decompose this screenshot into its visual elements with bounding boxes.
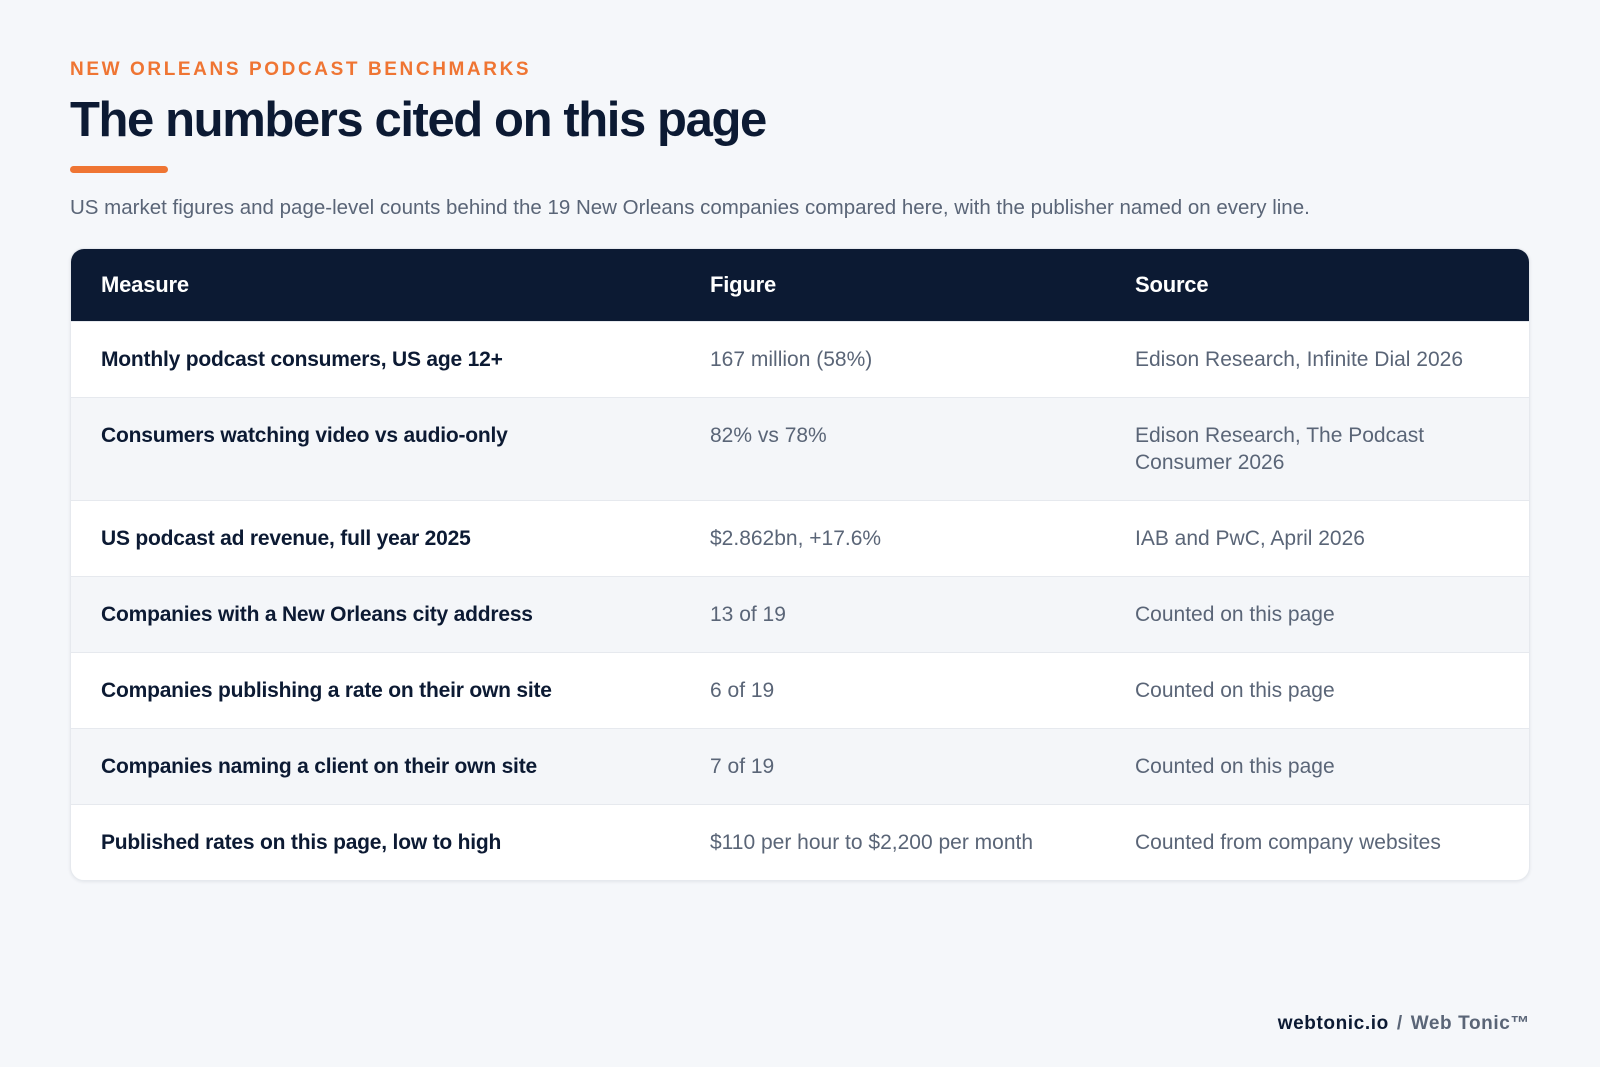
table-row: Companies naming a client on their own s…	[71, 728, 1529, 804]
source-cell: Counted from company websites	[1135, 830, 1441, 854]
figure-cell: 13 of 19	[710, 602, 786, 626]
footer-brand: Web Tonic™	[1410, 1013, 1530, 1034]
benchmarks-table-card: Measure Figure Source Monthly podcast co…	[70, 248, 1530, 881]
measure-cell: Companies publishing a rate on their own…	[101, 678, 552, 702]
figure-cell: 82% vs 78%	[710, 423, 827, 447]
measure-cell: Companies naming a client on their own s…	[101, 754, 537, 778]
column-header-figure: Figure	[710, 271, 777, 297]
source-cell: Counted on this page	[1135, 678, 1335, 702]
footer-credit: webtonic.io / Web Tonic™	[1278, 1013, 1530, 1035]
source-cell: Edison Research, Infinite Dial 2026	[1135, 347, 1464, 371]
source-cell: Counted on this page	[1135, 602, 1335, 626]
measure-cell: Published rates on this page, low to hig…	[101, 830, 502, 854]
footer-domain-link[interactable]: webtonic.io	[1277, 1013, 1389, 1034]
table-row: Published rates on this page, low to hig…	[71, 804, 1529, 880]
figure-cell: $2.862bn, +17.6%	[710, 526, 882, 550]
figure-cell: 7 of 19	[710, 754, 775, 778]
table-header: Measure Figure Source	[71, 249, 1529, 321]
table-row: Companies publishing a rate on their own…	[71, 652, 1529, 728]
table-row: Companies with a New Orleans city addres…	[71, 576, 1529, 652]
table-body: Monthly podcast consumers, US age 12+ 16…	[71, 321, 1529, 880]
measure-cell: Monthly podcast consumers, US age 12+	[101, 347, 503, 371]
page-title: The numbers cited on this page	[70, 93, 767, 147]
page-subtitle: US market figures and page-level counts …	[70, 196, 1310, 219]
measure-cell: Companies with a New Orleans city addres…	[101, 602, 533, 626]
table-header-row: Measure Figure Source	[71, 249, 1529, 321]
measure-cell: US podcast ad revenue, full year 2025	[101, 526, 471, 550]
source-cell: IAB and PwC, April 2026	[1135, 526, 1365, 550]
title-accent-bar	[70, 166, 168, 173]
table-row: US podcast ad revenue, full year 2025 $2…	[71, 500, 1529, 576]
column-header-source: Source	[1135, 271, 1209, 297]
benchmarks-table: Measure Figure Source Monthly podcast co…	[71, 249, 1529, 880]
source-cell: Edison Research, The Podcast Consumer 20…	[1135, 423, 1425, 474]
eyebrow-label: NEW ORLEANS PODCAST BENCHMARKS	[70, 59, 532, 80]
column-header-measure: Measure	[101, 271, 189, 297]
figure-cell: 167 million (58%)	[710, 347, 873, 371]
table-row: Consumers watching video vs audio-only 8…	[71, 397, 1529, 500]
figure-cell: $110 per hour to $2,200 per month	[710, 830, 1034, 854]
source-cell: Counted on this page	[1135, 754, 1335, 778]
figure-cell: 6 of 19	[710, 678, 775, 702]
table-row: Monthly podcast consumers, US age 12+ 16…	[71, 321, 1529, 397]
measure-cell: Consumers watching video vs audio-only	[101, 423, 508, 447]
footer-separator: /	[1396, 1013, 1403, 1034]
